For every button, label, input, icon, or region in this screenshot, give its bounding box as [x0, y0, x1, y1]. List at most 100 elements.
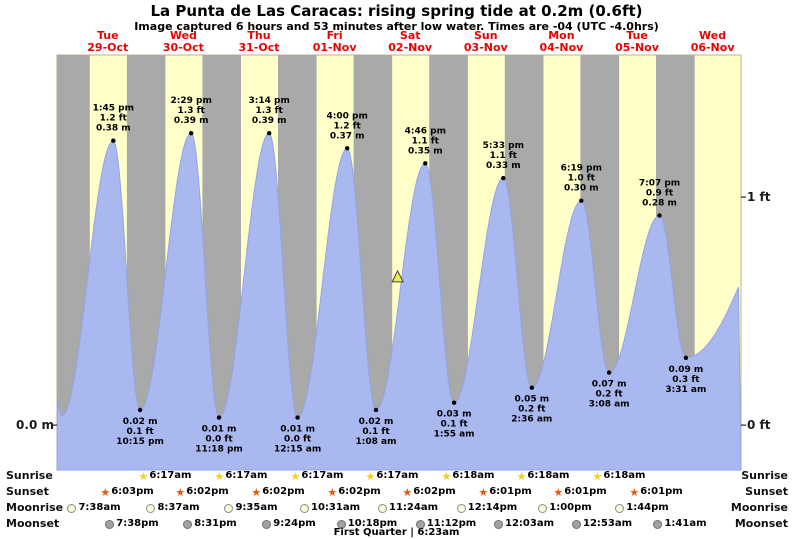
moonrise-time: 10:31am — [311, 502, 360, 513]
day-label-dow: Tue — [626, 29, 648, 42]
tide-extreme-dot — [579, 198, 584, 203]
moonrise-entry: 8:37am — [138, 500, 208, 516]
sunrise-time: 6:18am — [603, 470, 646, 481]
sunset-entry: ★ 6:01pm — [621, 484, 691, 500]
moonset-row-label-left: Moonset — [6, 517, 60, 530]
tide-annotation-line: 1.1 ft — [490, 151, 518, 161]
day-label-date: 02-Nov — [388, 41, 433, 54]
day-label-date: 05-Nov — [615, 41, 660, 54]
tide-extreme-dot — [373, 407, 379, 413]
tide-annotation-line: 0.2 ft — [518, 405, 546, 415]
day-label-date: 31-Oct — [238, 41, 279, 54]
day-label-date: 04-Nov — [539, 41, 584, 54]
moonset-icon — [572, 519, 581, 529]
sunrise-time: 6:18am — [452, 470, 495, 481]
moonset-icon — [105, 519, 115, 529]
moonrise-entry: 12:14pm — [452, 500, 522, 516]
sunset-icon: ★ — [175, 485, 186, 499]
tide-extreme-dot — [657, 213, 662, 218]
moonset-time: 10:18pm — [347, 518, 398, 529]
sunset-time: 6:02pm — [338, 486, 381, 497]
capture-time-marker — [391, 269, 404, 283]
sunrise-entry: ★ 6:17am — [282, 468, 352, 484]
tide-annotation-line: 0.1 ft — [440, 420, 468, 430]
tide-annotation-line: 1:08 am — [356, 437, 397, 447]
moonrise-row-label-right: Moonrise — [730, 501, 788, 514]
moonset-icon — [415, 519, 425, 529]
tide-annotation-line: 0.2 ft — [595, 390, 623, 400]
tide-extreme-dot — [267, 131, 272, 136]
moonrise-time: 11:24am — [389, 502, 438, 513]
sunrise-entry: ★ 6:18am — [508, 468, 578, 484]
tide-annotation-line: 0.02 m — [359, 417, 394, 427]
moonrise-time: 9:35am — [235, 502, 278, 513]
sunrise-time: 6:17am — [149, 470, 192, 481]
moonset-entry: 11:12pm — [411, 516, 481, 532]
moonrise-icon — [300, 503, 309, 513]
tide-annotation-line: 0.1 ft — [362, 427, 390, 437]
moonrise-time: 12:14pm — [467, 502, 518, 513]
moonrise-entry: 1:44pm — [607, 500, 677, 516]
moonset-icon — [183, 519, 193, 529]
moonrise-icon — [224, 503, 234, 513]
tide-annotation-line: 0.0 ft — [284, 435, 312, 445]
tide-extreme-dot — [606, 370, 612, 375]
sunset-time: 6:01pm — [489, 486, 532, 497]
day-label-dow: Sun — [474, 29, 498, 42]
sunset-entry: ★ 6:02pm — [243, 484, 313, 500]
sunset-time: 6:02pm — [186, 486, 229, 497]
day-label-dow: Thu — [247, 29, 270, 42]
tide-extreme-dot — [501, 175, 506, 181]
moonrise-entry: 7:38am — [59, 500, 129, 516]
tide-annotation-line: 1.0 ft — [568, 174, 596, 184]
moonset-entry: 12:53am — [567, 516, 637, 532]
y-axis-label-meters: 0.0 m — [16, 418, 54, 432]
sunset-time: 6:03pm — [111, 486, 154, 497]
tide-extreme-dot — [295, 415, 300, 420]
tide-annotation-line: 0.05 m — [514, 395, 549, 405]
sunrise-entry: ★ 6:17am — [206, 468, 276, 484]
tide-annotation-line: 0.1 ft — [126, 427, 154, 437]
tide-annotation-line: 12:15 am — [274, 445, 321, 455]
sunset-time: 6:01pm — [640, 486, 683, 497]
tide-annotation-line: 0.35 m — [408, 146, 443, 156]
tide-annotation-line: 0.39 m — [174, 116, 209, 126]
sunrise-entry: ★ 6:17am — [130, 468, 200, 484]
sunrise-row-label-left: Sunrise — [6, 469, 53, 482]
day-label-dow: Wed — [699, 29, 726, 42]
sunset-entry: ★ 6:03pm — [92, 484, 162, 500]
moonrise-icon — [67, 503, 77, 513]
moonset-icon — [653, 519, 663, 529]
tide-extreme-dot — [189, 131, 194, 136]
tide-annotation-line: 4:00 pm — [327, 111, 368, 121]
tide-annotation-line: 0.03 m — [437, 410, 472, 420]
tide-annotation-line: 3:31 am — [665, 385, 706, 395]
chart-subtitle: Image captured 6 hours and 53 minutes af… — [134, 20, 659, 33]
tide-annotation-line: 1.3 ft — [256, 106, 284, 116]
tide-annotation-line: 0.30 m — [564, 184, 599, 194]
sunset-entry: ★ 6:02pm — [394, 484, 464, 500]
moonset-entry: 12:03am — [489, 516, 559, 532]
tide-extreme-dot — [683, 355, 689, 360]
sunset-row-label-left: Sunset — [6, 485, 49, 498]
tide-annotation-line: 0.37 m — [330, 131, 365, 141]
moonset-time: 11:12pm — [426, 518, 477, 529]
sunset-entry: ★ 6:01pm — [545, 484, 615, 500]
tide-annotation-line: 1.2 ft — [100, 114, 128, 124]
sunset-icon: ★ — [100, 485, 111, 499]
tide-annotation-line: 0.09 m — [669, 365, 704, 375]
day-label-date: 06-Nov — [691, 41, 736, 54]
tide-annotation-line: 2:36 am — [511, 415, 552, 425]
tide-annotation-line: 3:08 am — [589, 400, 630, 410]
day-label-dow: Fri — [327, 29, 343, 42]
tide-annotation-line: 2:29 pm — [171, 96, 212, 106]
moonrise-icon — [615, 503, 625, 513]
moonset-entry: 7:38pm — [97, 516, 167, 532]
tide-annotation-line: 0.39 m — [252, 116, 287, 126]
sunset-entry: ★ 6:02pm — [319, 484, 389, 500]
sunset-icon: ★ — [327, 485, 338, 499]
moonset-time: 12:53am — [583, 518, 632, 529]
sunrise-icon: ★ — [214, 469, 225, 483]
